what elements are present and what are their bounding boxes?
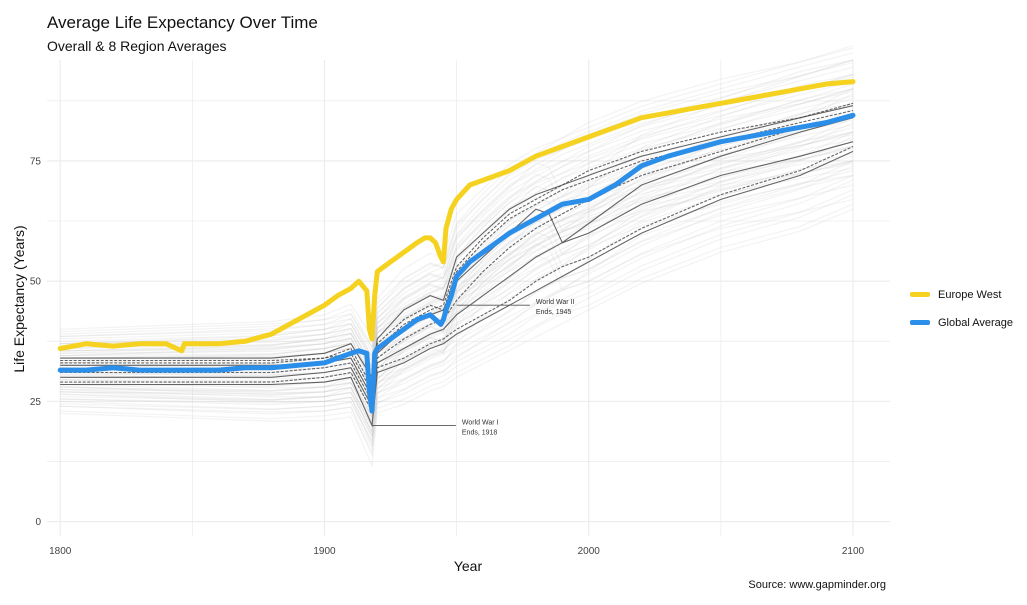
x-axis-title: Year <box>454 558 483 574</box>
country-line <box>60 194 854 458</box>
country-line <box>60 59 854 364</box>
y-tick-label: 75 <box>30 156 42 167</box>
x-tick-label: 2000 <box>578 546 601 557</box>
country-line <box>60 145 854 424</box>
chart-title: Average Life Expectancy Over Time <box>47 13 318 32</box>
annotation-text-2-line1: World War II <box>536 299 575 306</box>
country-line <box>60 45 854 354</box>
annotation-text-2-line2: Ends, 1945 <box>536 309 572 316</box>
y-axis-title: Life Expectancy (Years) <box>11 225 27 372</box>
country-line <box>60 208 854 468</box>
country-line <box>60 160 854 434</box>
legend-label-global-average: Global Average <box>938 316 1014 329</box>
source-caption: Source: www.gapminder.org <box>748 579 886 591</box>
annotations: World War I Ends, 1918 World War II Ends, 1… <box>372 299 574 436</box>
highlight-lines <box>57 79 856 414</box>
country-line <box>60 117 854 393</box>
chart-subtitle: Overall & 8 Region Averages <box>47 38 227 54</box>
country-line <box>60 189 854 444</box>
country-line <box>60 52 854 349</box>
country-line <box>60 165 854 438</box>
country-line <box>60 160 854 423</box>
country-line <box>60 107 854 398</box>
legend: Europe West Global Average <box>910 284 1013 340</box>
country-line <box>60 179 854 448</box>
country-line <box>60 88 854 384</box>
country-line <box>60 66 854 359</box>
axis-ticks: 1800 1900 2000 2100 0 25 50 75 <box>30 156 865 557</box>
country-line <box>60 174 854 444</box>
line-europe-west <box>57 79 856 354</box>
country-line <box>60 174 854 434</box>
region-average-line <box>60 102 854 394</box>
legend-swatch-global-average <box>910 320 930 325</box>
y-tick-label: 50 <box>30 277 42 288</box>
legend-label-europe-west: Europe West <box>938 288 1002 301</box>
country-line <box>60 198 854 449</box>
country-line <box>60 59 854 364</box>
country-line <box>60 184 854 439</box>
country-line <box>60 88 854 379</box>
country-line <box>60 81 854 369</box>
x-tick-label: 2100 <box>842 546 865 557</box>
region-average-line <box>60 150 854 428</box>
x-tick-label: 1900 <box>313 546 336 557</box>
country-line <box>60 47 854 339</box>
annotation-text-1-line1: World War I <box>462 419 499 426</box>
country-line <box>60 138 854 409</box>
y-tick-label: 0 <box>35 517 41 528</box>
country-line <box>60 160 854 429</box>
country-line <box>60 59 854 359</box>
region-average-line <box>60 141 854 408</box>
country-line <box>60 160 854 434</box>
country-line <box>60 170 854 429</box>
y-tick-label: 25 <box>30 397 42 408</box>
country-line <box>60 90 854 370</box>
country-line <box>60 73 854 374</box>
legend-item-global-average[interactable]: Global Average <box>910 312 1013 333</box>
legend-item-europe-west[interactable]: Europe West <box>910 284 1013 305</box>
annotation-text-1-line2: Ends, 1918 <box>462 429 498 436</box>
country-line <box>60 174 854 439</box>
legend-swatch-europe-west <box>910 292 930 297</box>
country-line <box>60 148 854 410</box>
country-line <box>60 131 854 403</box>
region-average-line <box>60 105 854 379</box>
region-average-line <box>60 145 854 413</box>
country-line <box>60 102 854 389</box>
country-line <box>60 73 854 369</box>
line-global-average <box>57 112 856 414</box>
x-tick-label: 1800 <box>49 546 72 557</box>
country-line <box>60 203 854 454</box>
country-line <box>60 76 854 359</box>
region-average-line <box>60 117 854 404</box>
country-line <box>60 153 854 420</box>
